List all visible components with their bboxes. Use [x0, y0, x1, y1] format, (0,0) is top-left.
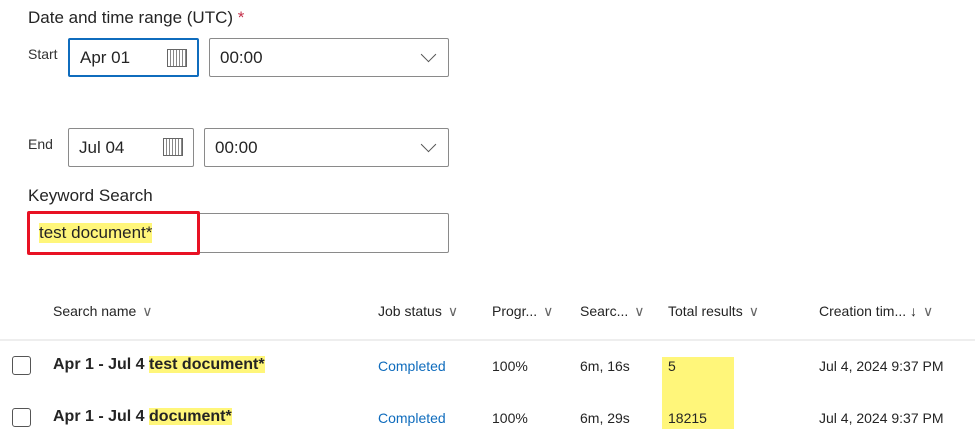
job-status-link[interactable]: Completed — [378, 358, 446, 374]
required-mark: * — [237, 8, 245, 27]
calendar-icon[interactable] — [163, 138, 183, 156]
header-divider — [0, 339, 975, 341]
creation-time: Jul 4, 2024 9:37 PM — [819, 410, 944, 426]
sort-descending-icon: ↓ — [910, 303, 918, 319]
start-time-dropdown[interactable]: 00:00 — [209, 38, 449, 77]
total-results-highlight — [662, 357, 734, 429]
progress: 100% — [492, 358, 528, 374]
start-label: Start — [28, 46, 58, 62]
start-date-picker[interactable]: Apr 01 — [68, 38, 199, 77]
keyword-search-label: Keyword Search — [28, 186, 153, 205]
total-results: 18215 — [668, 410, 707, 426]
start-time-value: 00:00 — [220, 47, 263, 67]
chevron-down-icon — [420, 136, 437, 153]
end-date-picker[interactable]: Jul 04 — [68, 128, 194, 167]
keyword-value: test document* — [39, 223, 153, 243]
search-name[interactable]: Apr 1 - Jul 4 document* — [53, 408, 232, 425]
header-progress[interactable]: Progr... ∨ — [492, 303, 554, 319]
search-time: 6m, 16s — [580, 358, 630, 374]
search-name[interactable]: Apr 1 - Jul 4 test document* — [53, 356, 265, 373]
header-job-status[interactable]: Job status ∨ — [378, 303, 459, 319]
row-checkbox[interactable] — [12, 356, 31, 375]
end-date-value: Jul 04 — [79, 137, 125, 157]
progress: 100% — [492, 410, 528, 426]
header-creation-time[interactable]: Creation tim... ↓ ∨ — [819, 303, 934, 319]
header-search-name[interactable]: Search name ∨ — [53, 303, 153, 319]
calendar-icon[interactable] — [167, 49, 187, 67]
job-status-link[interactable]: Completed — [378, 410, 446, 426]
creation-time: Jul 4, 2024 9:37 PM — [819, 358, 944, 374]
chevron-down-icon — [420, 46, 437, 63]
start-date-value: Apr 01 — [80, 47, 131, 67]
annotation-box — [27, 211, 200, 255]
table-row[interactable]: Apr 1 - Jul 4 document* Completed 100% 6… — [0, 398, 975, 438]
end-label: End — [28, 136, 53, 152]
end-time-value: 00:00 — [215, 137, 258, 157]
header-search-time[interactable]: Searc... ∨ — [580, 303, 645, 319]
search-time: 6m, 29s — [580, 410, 630, 426]
date-range-title: Date and time range (UTC) * — [28, 8, 245, 27]
end-time-dropdown[interactable]: 00:00 — [204, 128, 449, 167]
header-total-results[interactable]: Total results ∨ — [668, 303, 759, 319]
row-checkbox[interactable] — [12, 408, 31, 427]
keyword-search-input[interactable]: test document* — [28, 213, 449, 253]
total-results: 5 — [668, 358, 676, 374]
table-row[interactable]: Apr 1 - Jul 4 test document* Completed 1… — [0, 346, 975, 386]
